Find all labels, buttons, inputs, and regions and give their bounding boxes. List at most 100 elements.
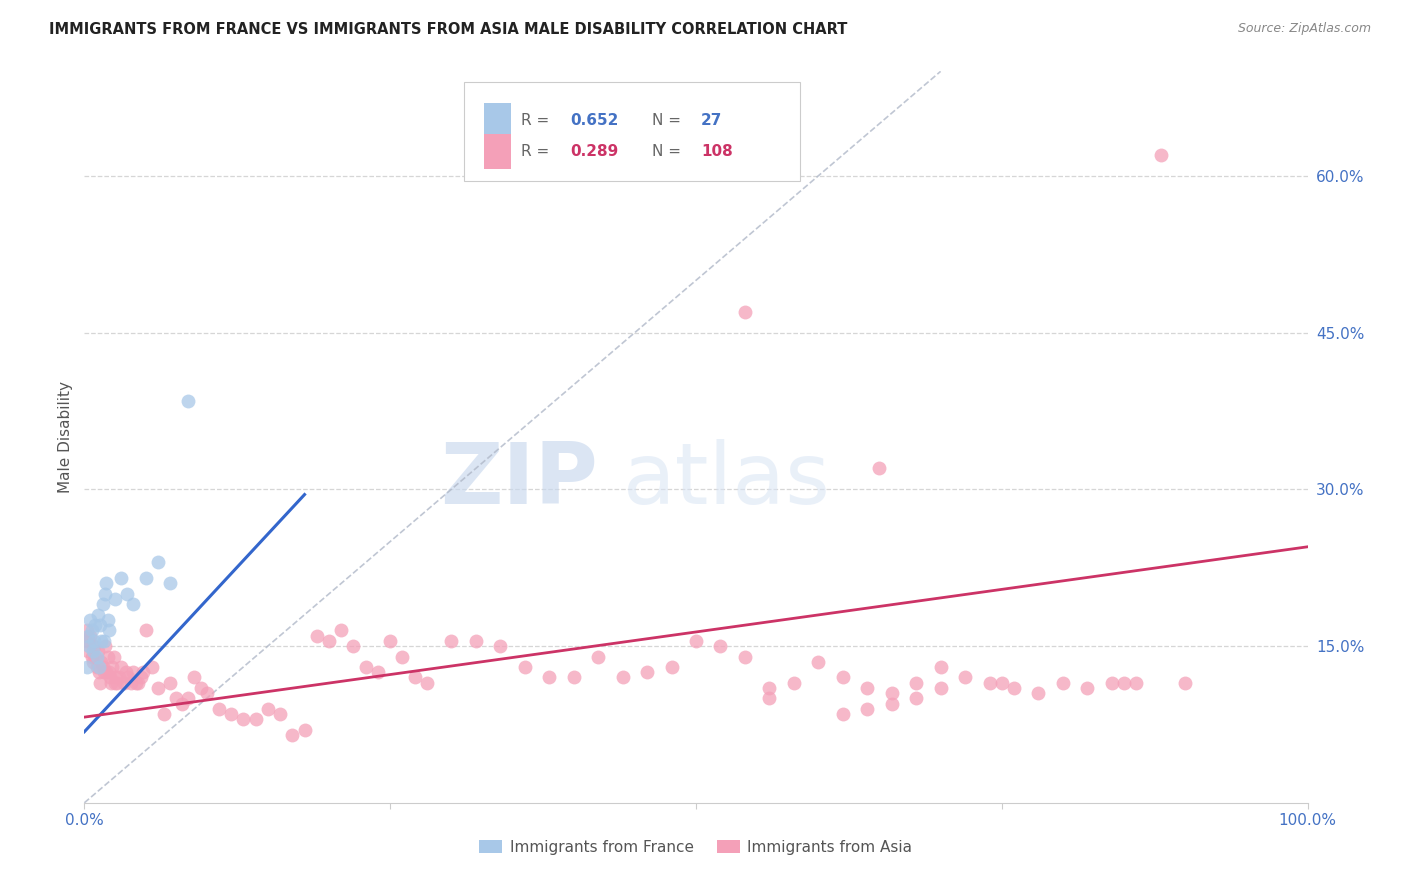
Text: 0.652: 0.652: [569, 113, 619, 128]
Point: [831, 670, 853, 684]
Point: [172, 697, 194, 711]
Point: [354, 660, 377, 674]
Text: ZIP: ZIP: [440, 440, 598, 523]
Point: [159, 576, 181, 591]
Point: [342, 639, 364, 653]
Point: [367, 665, 389, 680]
Point: [391, 649, 413, 664]
Point: [219, 706, 242, 721]
Point: [880, 686, 903, 700]
Point: [1125, 675, 1147, 690]
Point: [77, 639, 100, 653]
Text: IMMIGRANTS FROM FRANCE VS IMMIGRANTS FROM ASIA MALE DISABILITY CORRELATION CHART: IMMIGRANTS FROM FRANCE VS IMMIGRANTS FRO…: [49, 22, 848, 37]
Point: [208, 702, 231, 716]
Point: [82, 644, 104, 658]
Point: [318, 633, 340, 648]
Point: [159, 675, 181, 690]
Point: [856, 681, 879, 695]
Point: [562, 670, 585, 684]
Point: [97, 649, 120, 664]
Point: [77, 644, 100, 658]
Point: [97, 624, 120, 638]
Point: [122, 597, 145, 611]
Point: [856, 702, 879, 716]
Point: [831, 706, 853, 721]
Point: [586, 649, 609, 664]
Point: [80, 649, 103, 664]
Point: [105, 670, 128, 684]
Point: [929, 681, 952, 695]
Point: [905, 675, 928, 690]
Point: [758, 681, 780, 695]
Point: [86, 649, 108, 664]
FancyBboxPatch shape: [484, 103, 512, 138]
Point: [758, 691, 780, 706]
Point: [96, 576, 118, 591]
Point: [89, 675, 111, 690]
Point: [79, 629, 101, 643]
Point: [636, 665, 658, 680]
Point: [177, 691, 200, 706]
Point: [979, 675, 1001, 690]
Point: [709, 639, 731, 653]
Point: [110, 571, 132, 585]
Point: [93, 633, 115, 648]
Point: [905, 691, 928, 706]
Text: R =: R =: [522, 113, 554, 128]
Point: [661, 660, 683, 674]
Text: Source: ZipAtlas.com: Source: ZipAtlas.com: [1237, 22, 1371, 36]
Point: [807, 655, 830, 669]
Point: [783, 675, 806, 690]
Point: [90, 655, 112, 669]
FancyBboxPatch shape: [464, 82, 800, 181]
Point: [87, 660, 110, 674]
Point: [190, 681, 212, 695]
Point: [75, 633, 97, 648]
Point: [76, 660, 98, 674]
Point: [87, 665, 110, 680]
Point: [82, 655, 104, 669]
Point: [77, 629, 100, 643]
Point: [77, 633, 100, 648]
Point: [146, 556, 169, 570]
Point: [734, 649, 756, 664]
Point: [257, 702, 280, 716]
Point: [107, 670, 129, 684]
Point: [330, 624, 353, 638]
Point: [110, 660, 132, 674]
Point: [953, 670, 976, 684]
Point: [245, 712, 267, 726]
Point: [1052, 675, 1074, 690]
Point: [232, 712, 254, 726]
FancyBboxPatch shape: [484, 135, 512, 169]
Point: [141, 660, 163, 674]
Point: [86, 660, 108, 674]
Point: [84, 618, 107, 632]
Point: [165, 691, 187, 706]
Point: [76, 624, 98, 638]
Point: [685, 633, 707, 648]
Point: [122, 665, 145, 680]
Point: [869, 461, 891, 475]
Point: [269, 706, 291, 721]
Text: 108: 108: [700, 145, 733, 160]
Point: [105, 675, 128, 690]
Point: [991, 675, 1014, 690]
Point: [112, 675, 135, 690]
Point: [104, 675, 127, 690]
Point: [84, 649, 107, 664]
Point: [464, 633, 486, 648]
Point: [734, 304, 756, 318]
Point: [80, 624, 103, 638]
Point: [132, 665, 155, 680]
Point: [117, 670, 139, 684]
Point: [1101, 675, 1123, 690]
Point: [115, 587, 138, 601]
Point: [416, 675, 439, 690]
Point: [97, 665, 120, 680]
Point: [489, 639, 512, 653]
Legend: Immigrants from France, Immigrants from Asia: Immigrants from France, Immigrants from …: [474, 834, 918, 861]
Point: [281, 728, 304, 742]
Point: [100, 675, 122, 690]
Point: [103, 649, 125, 664]
